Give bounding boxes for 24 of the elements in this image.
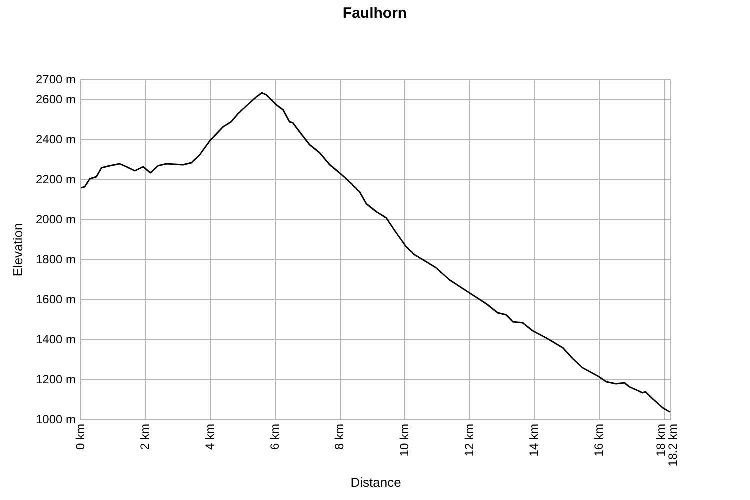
y-tick-label: 2400 m [36,132,76,146]
y-tick-label: 1800 m [36,252,76,266]
x-tick-label: 0 km [73,424,88,450]
y-tick-label: 2600 m [36,92,76,106]
y-axis-title: Elevation [10,223,26,277]
x-tick-label: 6 km [268,424,282,450]
y-tick-label: 1600 m [36,292,76,306]
x-tick-label: 4 km [202,424,217,450]
x-tick-label: 2 km [138,424,152,450]
chart-title: Faulhorn [342,5,408,22]
x-tick-label: 12 km [462,424,476,457]
x-axis-title: Distance [350,474,402,490]
y-tick-label: 2200 m [36,172,76,186]
x-tick-label: 16 km [592,424,606,457]
x-tick-label: 14 km [527,424,542,457]
x-tick-label: 18.2 km [666,424,680,467]
y-tick-label: 1400 m [36,332,76,346]
x-tick-label: 18 km [654,424,668,457]
y-tick-label: 1000 m [36,412,76,426]
x-tick-label: 10 km [397,424,412,457]
x-tick-label: 8 km [332,424,347,450]
y-tick-label: 2700 m [36,72,76,86]
y-tick-label: 1200 m [36,372,76,386]
y-tick-label: 2000 m [36,212,76,226]
